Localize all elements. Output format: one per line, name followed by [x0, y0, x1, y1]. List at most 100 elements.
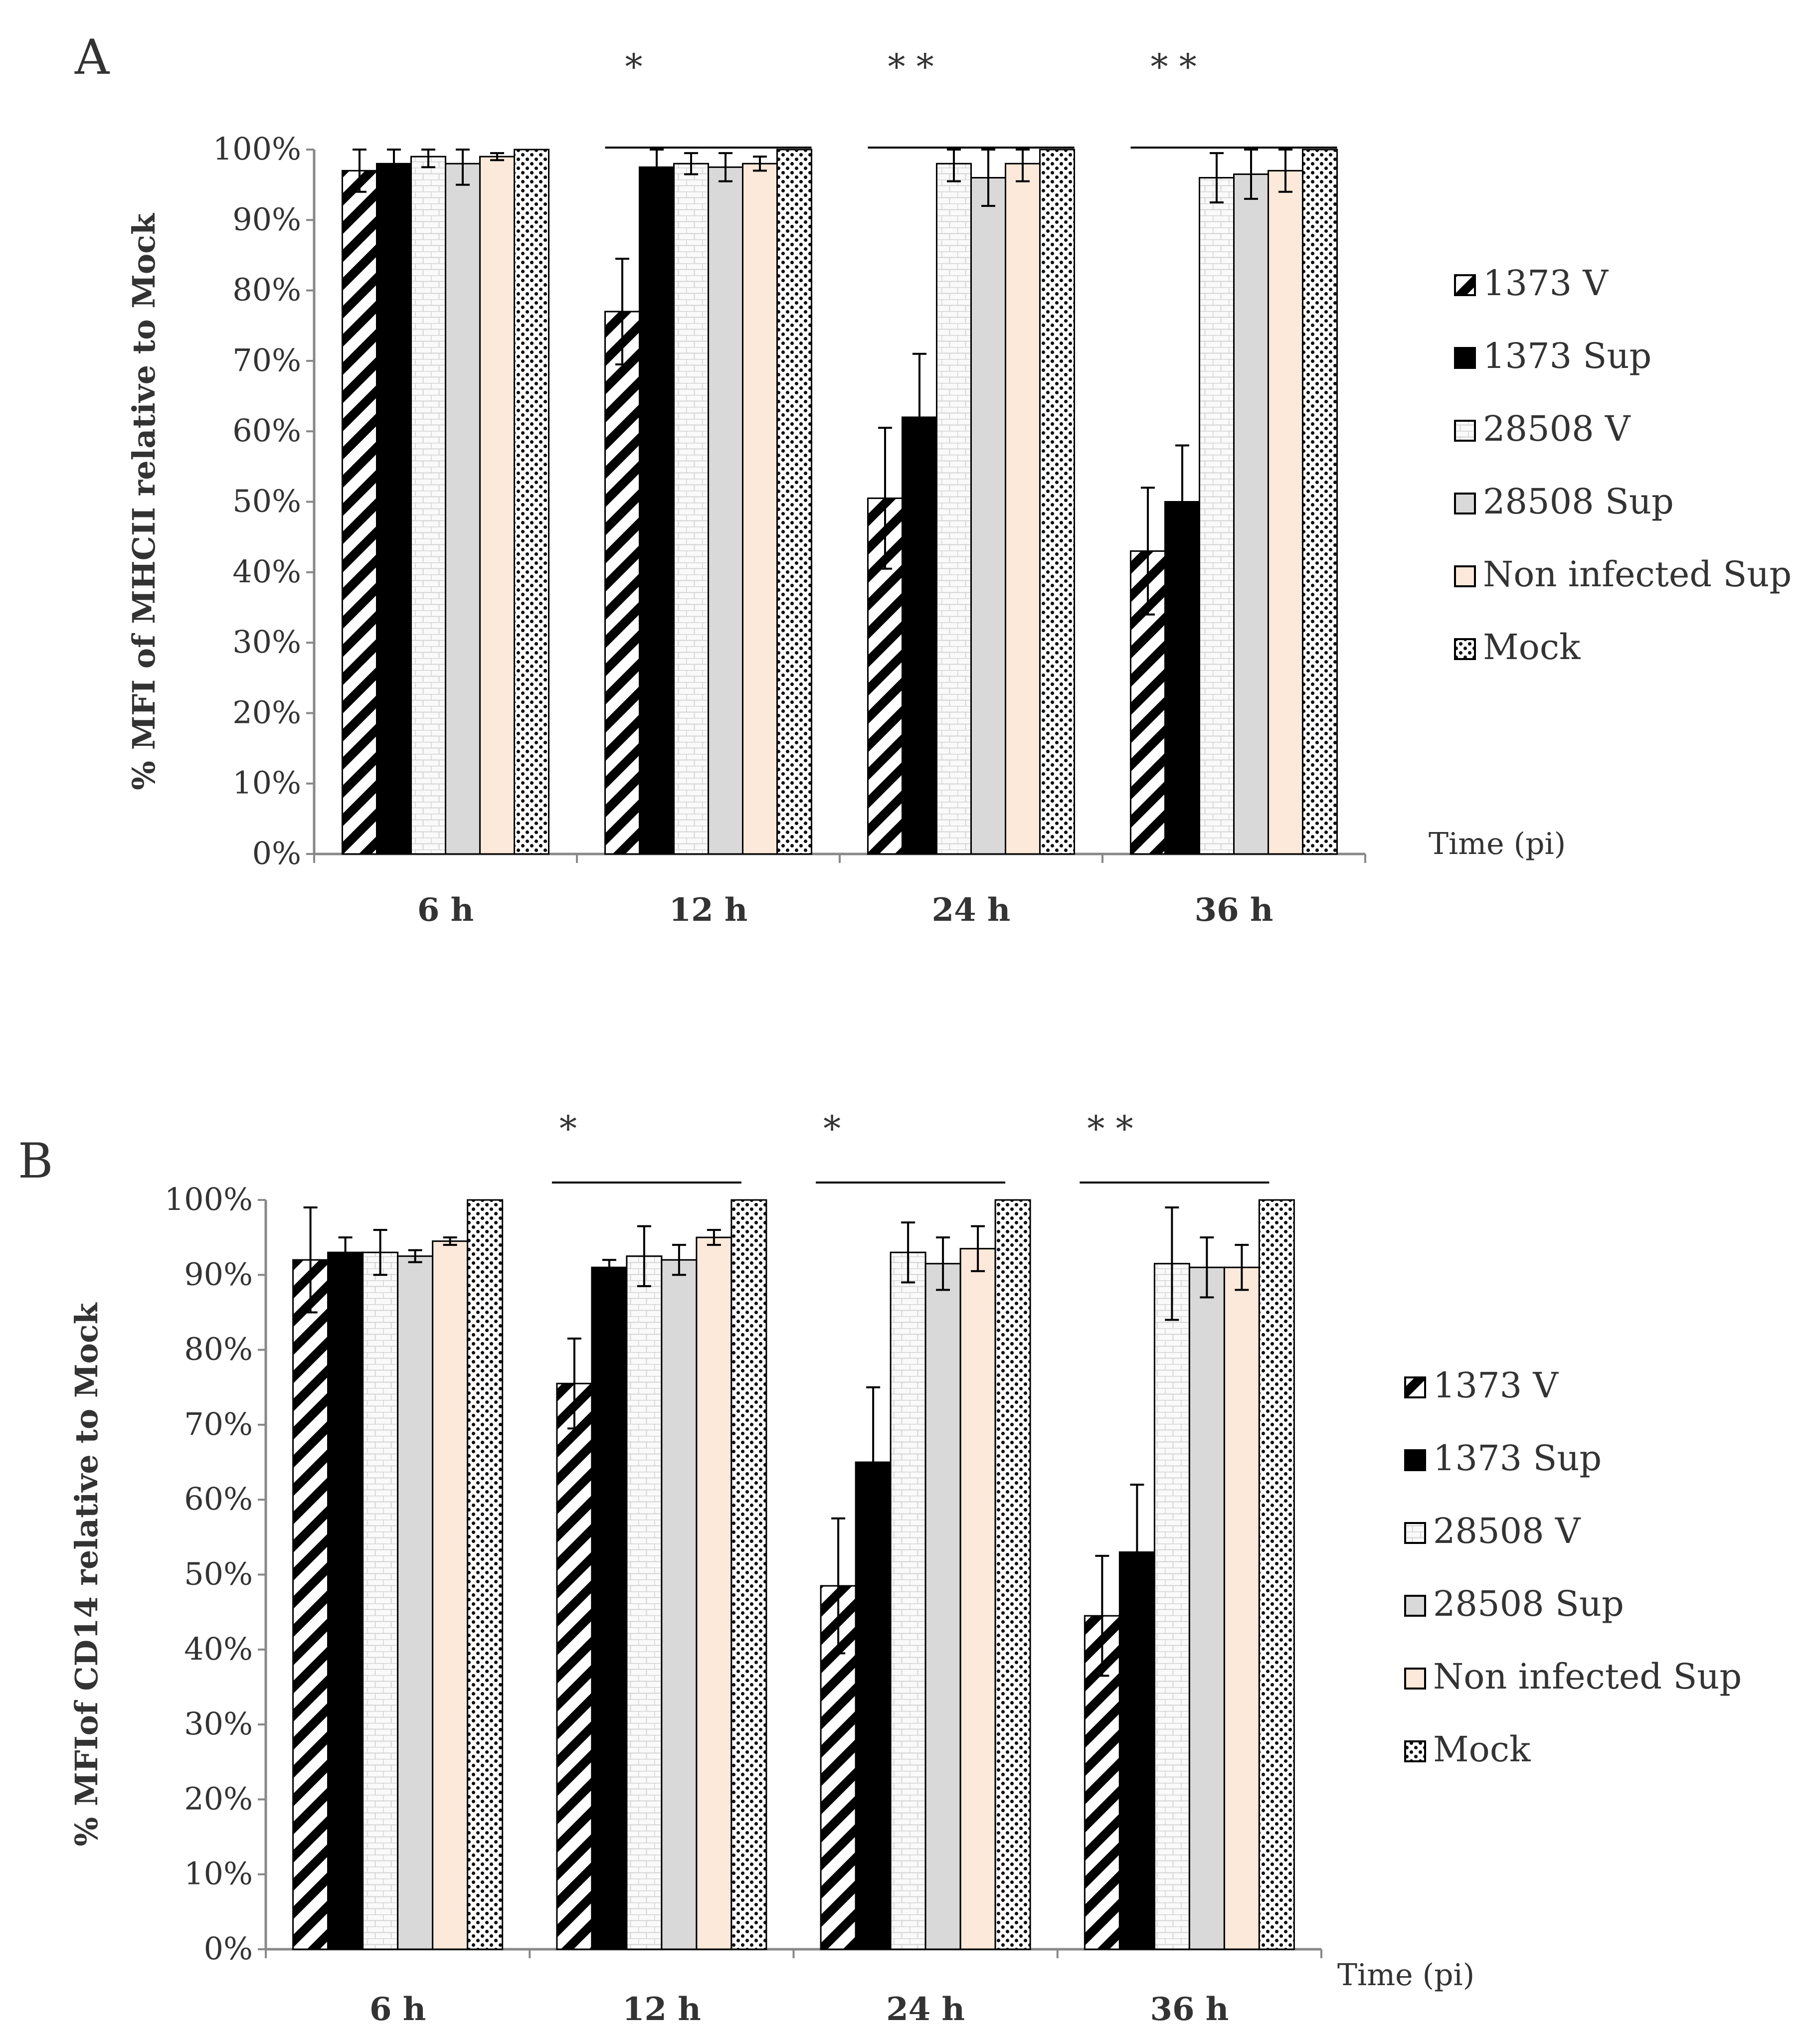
panel-b-bar-non-infected-sup [432, 1240, 469, 1950]
panel-a-error-bar-28508-v [1210, 152, 1224, 203]
panel-a-bar-mock [1039, 149, 1075, 855]
panel-b-x-category-label: 24 h [886, 1991, 965, 2028]
panel-a-bar-1373-sup [376, 163, 412, 855]
panel-a-bar-28508-sup [970, 177, 1006, 855]
panel-a-y-tick-label: 70% [232, 342, 301, 378]
panel-b-y-tick-label: 20% [184, 1780, 253, 1817]
panel-b-error-bar-28508-v [1165, 1206, 1179, 1321]
panel-a-y-axis-title: % MFI of MHCII relative to Mock [126, 212, 162, 790]
panel-a-y-tick-label: 60% [232, 412, 301, 449]
panel-a-letter: A [74, 29, 110, 85]
legend-swatch-28508-sup [1454, 493, 1476, 514]
panel-b-bar-28508-sup [1188, 1266, 1225, 1950]
legend-swatch-1373-v [1404, 1376, 1426, 1398]
panel-a-y-tick-label: 10% [232, 765, 301, 801]
panel-b-y-tick-label: 50% [184, 1556, 253, 1592]
panel-a-bar-non-infected-sup [742, 163, 778, 855]
legend-swatch-28508-sup [1404, 1595, 1426, 1617]
panel-a-significance-marker: * [605, 46, 812, 149]
panel-b-error-bar-1373-v [831, 1517, 846, 1655]
panel-a-bar-non-infected-sup [1005, 163, 1041, 855]
panel-b-bar-28508-sup [924, 1263, 961, 1950]
panel-b-y-axis-title: % MFIof CD14 relative to Mock [68, 1302, 105, 1846]
panel-b-bar-non-infected-sup [959, 1248, 996, 1950]
panel-a-bar-28508-v [673, 163, 709, 855]
panel-b-y-tick-label: 0% [204, 1930, 253, 1967]
legend-label-28508-sup: 28508 Sup [1483, 481, 1674, 522]
panel-a-bar-non-infected-sup [1268, 170, 1303, 855]
panel-a-y-tick-label: 20% [232, 694, 301, 730]
panel-b-error-bar-1373-sup [338, 1236, 353, 1269]
panel-b-error-bar-28508-v [373, 1229, 387, 1276]
panel-a-error-bar-1373-sup [387, 149, 401, 179]
panel-b-x-category-label: 12 h [622, 1991, 701, 2028]
panel-b-bar-non-infected-sup [696, 1236, 732, 1950]
panel-b-significance-stars: * [823, 1108, 841, 1149]
panel-b-bar-1373-v [556, 1382, 593, 1950]
panel-a-y-tick-label: 50% [232, 483, 301, 519]
panel-b-error-bar-1373-v [303, 1206, 318, 1314]
panel-a-bar-1373-sup [639, 166, 675, 855]
panel-b-error-bar-28508-sup [672, 1244, 686, 1276]
legend-label-1373-v: 1373 V [1433, 1365, 1559, 1406]
panel-b-error-bar-28508-sup [936, 1236, 950, 1291]
panel-b-chart: 0% 10% 20% 30% 40% 50% 60% 70% 80% 90% 100% % MFIof… [68, 1108, 1742, 2028]
legend-swatch-mock [1454, 638, 1476, 660]
panel-a-error-bar-28508-sup [981, 149, 995, 207]
panel-b-bar-28508-v [1153, 1263, 1190, 1950]
panel-a-bar-mock [776, 149, 812, 855]
panel-a-bar-mock [1302, 149, 1338, 855]
panel-b-error-bar-non-infected-sup [971, 1225, 985, 1272]
panel-b-header: B [18, 1133, 53, 1189]
legend-label-28508-v: 28508 V [1433, 1511, 1581, 1551]
panel-b-significance-marker: * * [1080, 1108, 1270, 1184]
panel-a-bar-1373-v [604, 311, 640, 855]
panel-a-y-tick-label: 80% [232, 272, 301, 308]
panel-b-bar-mock [994, 1199, 1031, 1950]
panel-b-bar-mock [467, 1199, 504, 1950]
panel-a-error-bar-1373-sup [1175, 444, 1189, 559]
legend-label-non-infected-sup: Non infected Sup [1483, 554, 1792, 595]
panel-b-error-bar-1373-sup [602, 1259, 616, 1276]
panel-b-y-tick-label: 90% [184, 1256, 253, 1292]
legend-label-non-infected-sup: Non infected Sup [1433, 1656, 1742, 1697]
panel-b-significance-marker: * [551, 1108, 741, 1184]
panel-b-bar-28508-sup [661, 1259, 698, 1950]
legend-swatch-non-infected-sup [1454, 565, 1476, 587]
legend-label-1373-sup: 1373 Sup [1433, 1438, 1602, 1479]
legend-label-mock: Mock [1483, 627, 1581, 668]
legend-label-1373-v: 1373 V [1483, 263, 1609, 304]
panel-a-bar-28508-sup [708, 166, 743, 855]
panel-a-y-tick-label: 100% [213, 131, 301, 167]
panel-a-error-bar-1373-v [1141, 487, 1155, 616]
panel-b-error-bar-1373-v [567, 1338, 581, 1430]
panel-a-error-bar-1373-v [353, 149, 366, 193]
panel-a-x-category-label: 36 h [1195, 891, 1274, 929]
panel-b-bar-28508-v [890, 1251, 926, 1950]
panel-a-significance-stars: * * [888, 46, 934, 87]
panel-a-error-bar-non-infected-sup [1278, 149, 1292, 193]
panel-a-significance-marker: * * [1130, 46, 1337, 149]
panel-a-x-axis-title: Time (pi) [1429, 827, 1566, 861]
panel-a-x-category-label: 6 h [417, 891, 474, 929]
panel-a-error-bar-28508-v [421, 149, 435, 169]
panel-b-letter: B [18, 1133, 53, 1189]
panel-a-error-bar-non-infected-sup [1016, 149, 1030, 182]
panel-a-error-bar-1373-v [878, 427, 892, 570]
panel-a-significance-stars: * * [1151, 46, 1197, 87]
panel-b-bar-1373-sup [327, 1251, 364, 1950]
panel-a-error-bar-28508-v [684, 152, 698, 175]
panel-b-error-bar-1373-sup [1130, 1484, 1144, 1621]
panel-b-error-bar-non-infected-sup [707, 1229, 721, 1246]
panel-a-error-bar-non-infected-sup [490, 152, 504, 162]
panel-a-error-bar-28508-sup [456, 149, 470, 186]
panel-b-error-bar-28508-sup [1200, 1236, 1214, 1299]
legend-swatch-non-infected-sup [1404, 1668, 1426, 1690]
legend-label-mock: Mock [1433, 1729, 1531, 1770]
panel-a-significance-stars: * [625, 46, 643, 87]
panel-b-bar-mock [1258, 1199, 1295, 1950]
panel-a-error-bar-28508-v [947, 149, 961, 182]
panel-b-error-bar-non-infected-sup [443, 1236, 457, 1246]
panel-a-x-category-label: 24 h [932, 891, 1011, 929]
